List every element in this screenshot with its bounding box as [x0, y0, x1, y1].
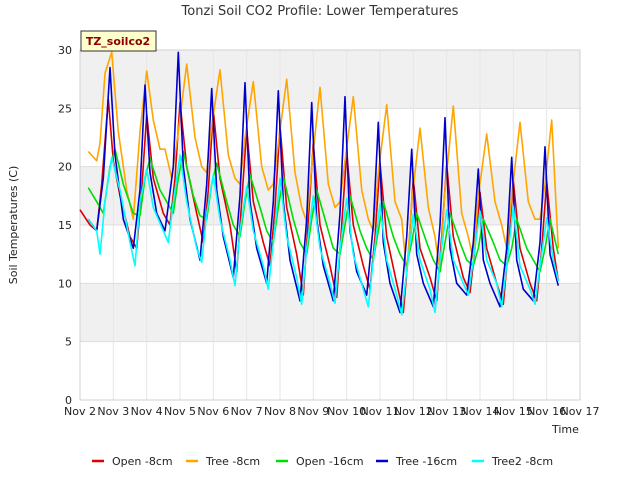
x-tick-label: Nov 13 — [427, 405, 466, 418]
legend: Open -8cm Tree -8cm Open -16cm Tree -16cm Tr… — [92, 455, 553, 468]
y-axis-ticks: 0 5 10 15 20 25 30 — [58, 44, 72, 407]
background-band — [80, 341, 580, 400]
x-tick-label: Nov 12 — [394, 405, 433, 418]
y-tick-label: 30 — [58, 44, 72, 57]
legend-label: Tree2 -8cm — [491, 455, 553, 468]
x-tick-label: Nov 3 — [97, 405, 129, 418]
x-axis-title: Time — [551, 423, 579, 436]
series-line-tree-16cm — [87, 51, 560, 314]
badge-label: TZ_soilco2 — [86, 35, 150, 48]
legend-label: Tree -8cm — [205, 455, 260, 468]
background-bands — [80, 50, 580, 400]
background-band — [80, 283, 580, 342]
x-tick-label: Nov 8 — [264, 405, 296, 418]
y-tick-label: 5 — [65, 336, 72, 349]
site-badge: TZ_soilco2 — [80, 30, 157, 52]
series-line-tree2-8cm — [87, 154, 560, 316]
y-tick-label: 10 — [58, 277, 72, 290]
legend-label: Open -8cm — [112, 455, 173, 468]
y-tick-label: 15 — [58, 219, 72, 232]
x-tick-label: Nov 9 — [297, 405, 329, 418]
badge-box — [80, 30, 157, 52]
series-line-open-16cm — [87, 148, 560, 273]
x-axis-ticks: Nov 2 Nov 3 Nov 4 Nov 5 Nov 6 Nov 7 Nov 8 Nov 9… — [64, 405, 599, 418]
chart-title: Tonzi Soil CO2 Profile: Lower Temperatur… — [181, 4, 459, 19]
x-tick-label: Nov 2 — [64, 405, 96, 418]
x-tick-label: Nov 10 — [327, 405, 366, 418]
background-band — [80, 50, 580, 109]
x-tick-label: Nov 17 — [561, 405, 600, 418]
x-tick-label: Nov 5 — [164, 405, 196, 418]
background-band — [80, 108, 580, 167]
x-tick-label: Nov 14 — [461, 405, 500, 418]
x-tick-label: Nov 4 — [131, 405, 163, 418]
x-tick-label: Nov 15 — [494, 405, 533, 418]
legend-label: Open -16cm — [296, 455, 364, 468]
x-tick-label: Nov 6 — [197, 405, 229, 418]
legend-label: Tree -16cm — [395, 455, 457, 468]
x-tick-label: Nov 16 — [527, 405, 566, 418]
plot-frame — [79, 49, 581, 401]
y-tick-label: 20 — [58, 161, 72, 174]
x-tick-label: Nov 11 — [361, 405, 400, 418]
y-tick-label: 25 — [58, 102, 72, 115]
y-axis-title: Soil Temperatures (C) — [7, 166, 20, 285]
series-lines — [79, 51, 560, 316]
x-tick-label: Nov 7 — [231, 405, 263, 418]
y-tick-label: 0 — [65, 394, 72, 407]
